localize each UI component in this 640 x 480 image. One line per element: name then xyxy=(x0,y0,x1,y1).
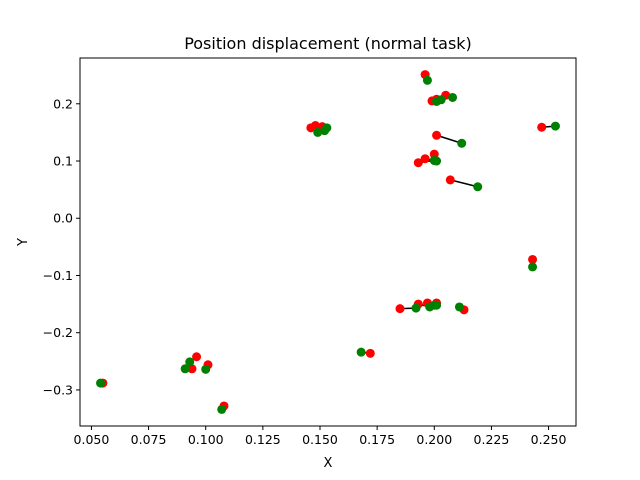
red-point xyxy=(413,158,423,168)
green-point xyxy=(96,378,106,388)
x-axis-label: X xyxy=(324,456,333,471)
green-point xyxy=(473,182,483,192)
green-point xyxy=(454,302,464,312)
x-tick-label: 0.150 xyxy=(302,432,338,447)
plot-frame xyxy=(79,57,577,427)
green-point xyxy=(457,138,467,148)
red-point xyxy=(187,364,197,374)
y-tick-label: 0.0 xyxy=(53,211,73,226)
green-point xyxy=(550,121,560,131)
red-point xyxy=(537,122,547,132)
x-tick-label: 0.075 xyxy=(131,432,167,447)
y-tick-label: 0.2 xyxy=(53,96,73,111)
green-point xyxy=(356,347,366,357)
plot-marks xyxy=(96,70,560,414)
red-point xyxy=(192,352,202,362)
green-point xyxy=(313,127,323,137)
red-point xyxy=(365,348,375,358)
y-tick-label: −0.3 xyxy=(43,382,73,397)
green-point xyxy=(422,75,432,85)
x-tick-label: 0.250 xyxy=(531,432,567,447)
displacement-line xyxy=(450,179,478,188)
y-tick-label: −0.2 xyxy=(43,325,73,340)
red-point xyxy=(445,175,455,185)
x-tick-label: 0.200 xyxy=(416,432,452,447)
red-point xyxy=(310,121,320,131)
x-tick-label: 0.050 xyxy=(74,432,110,447)
red-point xyxy=(420,154,430,164)
y-tick-label: −0.1 xyxy=(43,268,73,283)
green-point xyxy=(322,123,332,133)
x-tick-label: 0.225 xyxy=(474,432,510,447)
y-axis-ticks: −0.3 −0.2 −0.1 0.0 0.1 0.2 xyxy=(43,96,80,397)
green-point xyxy=(528,262,538,272)
y-tick-label: 0.1 xyxy=(53,154,73,169)
red-point xyxy=(429,149,439,159)
green-point xyxy=(448,92,458,102)
green-point xyxy=(432,300,442,310)
chart-title: Position displacement (normal task) xyxy=(184,34,472,53)
red-point xyxy=(395,304,405,314)
red-point xyxy=(432,130,442,140)
green-point xyxy=(185,357,195,367)
x-axis-ticks: 0.050 0.075 0.100 0.125 0.150 0.175 0.200 0.225… xyxy=(74,426,567,447)
red-point xyxy=(528,254,538,264)
green-point xyxy=(429,155,439,165)
green-point xyxy=(436,95,446,105)
x-tick-label: 0.125 xyxy=(245,432,281,447)
green-point xyxy=(411,303,421,313)
x-tick-label: 0.175 xyxy=(359,432,395,447)
x-tick-label: 0.100 xyxy=(188,432,224,447)
green-point xyxy=(217,404,227,414)
green-point xyxy=(180,364,190,374)
y-axis-label: Y xyxy=(16,238,31,247)
green-point xyxy=(201,364,211,374)
